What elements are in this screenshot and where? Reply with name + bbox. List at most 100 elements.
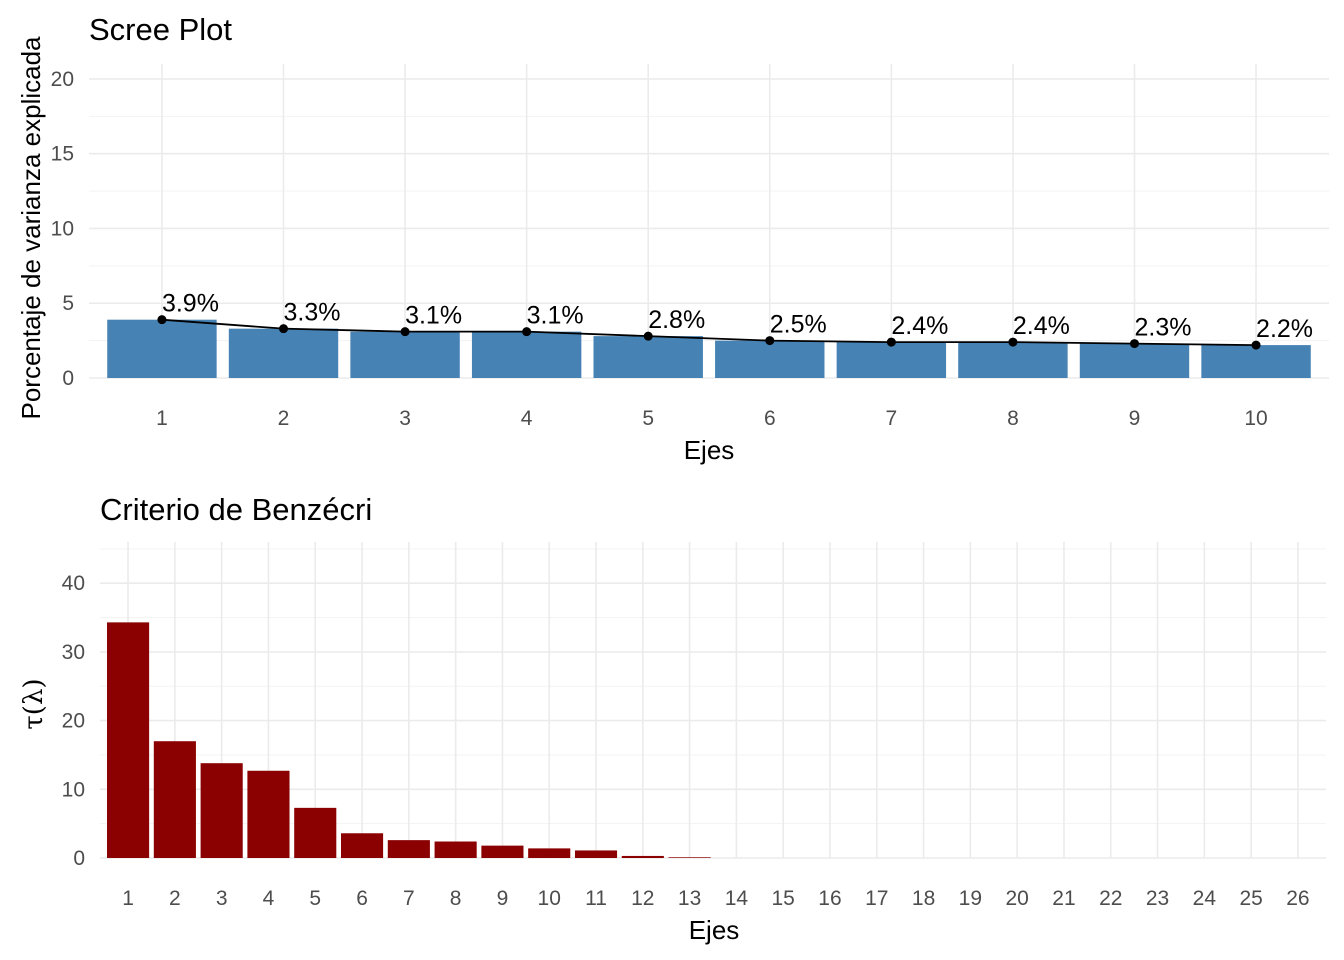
- benzecri-x-tick-label: 11: [585, 887, 607, 910]
- benzecri-x-tick-label: 14: [725, 887, 749, 910]
- scree-bars: [107, 319, 1311, 378]
- scree-plot-title: Scree Plot: [89, 12, 232, 47]
- benzecri-bar: [153, 741, 196, 858]
- scree-plot-y-axis-title: Porcentaje de varianza explicada: [16, 36, 46, 420]
- benzecri-gridlines: [100, 542, 1326, 859]
- benzecri-x-tick-label: 17: [865, 887, 888, 910]
- benzecri-bar: [528, 848, 571, 858]
- benzecri-x-tick-label: 20: [1005, 887, 1028, 910]
- benzecri-x-tick-label: 2: [169, 887, 181, 910]
- scree-y-tick-label: 20: [51, 68, 74, 91]
- benzecri-bar: [107, 622, 150, 858]
- scree-point: [1251, 340, 1261, 350]
- scree-x-tick-label: 10: [1244, 407, 1267, 430]
- benzecri-title: Criterio de Benzécri: [100, 492, 372, 527]
- scree-data-label: 2.3%: [1134, 314, 1191, 342]
- scree-point: [1129, 339, 1139, 349]
- scree-y-tick-label: 0: [62, 367, 74, 390]
- scree-y-tick-label: 15: [51, 143, 74, 166]
- benzecri-y-tick-label: 0: [73, 847, 85, 870]
- benzecri-y-tick-label: 30: [62, 641, 85, 664]
- scree-point: [886, 337, 896, 347]
- scree-point: [765, 336, 775, 346]
- scree-y-tick-label: 5: [62, 292, 74, 315]
- benzecri-x-tick-label: 10: [538, 887, 561, 910]
- benzecri-bar: [387, 840, 430, 858]
- scree-bar: [958, 342, 1068, 378]
- benzecri-bar: [200, 763, 243, 858]
- scree-x-tick-label: 2: [278, 407, 290, 430]
- benzecri-x-tick-label: 15: [772, 887, 795, 910]
- benzecri-x-tick-label: 12: [631, 887, 654, 910]
- scree-gridlines: [89, 64, 1329, 379]
- scree-data-label: 2.4%: [1013, 312, 1070, 340]
- benzecri-x-tick-label: 23: [1146, 887, 1169, 910]
- benzecri-bar: [621, 855, 664, 858]
- scree-data-label: 3.1%: [527, 302, 584, 330]
- scree-plot-panel: Scree Plot Ejes Porcentaje de varianza e…: [16, 12, 1329, 465]
- scree-data-label: 2.8%: [648, 306, 705, 334]
- scree-point: [279, 324, 289, 334]
- benzecri-x-tick-label: 7: [403, 887, 415, 910]
- scree-point: [157, 315, 167, 325]
- benzecri-x-tick-label: 3: [216, 887, 228, 910]
- benzecri-bar: [340, 833, 384, 858]
- benzecri-panel: Criterio de Benzécri Ejes τ(λ) 0 10 20 30 40…: [19, 492, 1326, 945]
- benzecri-x-tick-label: 16: [818, 887, 841, 910]
- benzecri-bar: [247, 770, 290, 858]
- benzecri-x-tick-label: 4: [263, 887, 275, 910]
- benzecri-y-tick-label: 10: [62, 778, 85, 801]
- benzecri-x-tick-label: 24: [1193, 887, 1217, 910]
- benzecri-x-tick-label: 25: [1239, 887, 1262, 910]
- benzecri-bar: [574, 850, 618, 858]
- benzecri-x-tick-label: 5: [309, 887, 321, 910]
- scree-trend-line: [161, 318, 1257, 347]
- benzecri-x-tick-label: 26: [1286, 887, 1309, 910]
- scree-bar: [1201, 345, 1311, 378]
- benzecri-bars: [107, 622, 711, 858]
- scree-bar: [350, 331, 460, 378]
- benzecri-bar: [294, 807, 337, 858]
- scree-x-tick-label: 1: [156, 407, 168, 430]
- scree-x-tick-label: 9: [1129, 407, 1141, 430]
- scree-point: [1008, 337, 1018, 347]
- scree-data-label: 3.1%: [405, 302, 462, 330]
- scree-point: [643, 331, 653, 341]
- scree-x-tick-label: 5: [642, 407, 654, 430]
- scree-bar: [715, 340, 825, 378]
- benzecri-y-axis-title: τ(λ): [19, 678, 49, 729]
- scree-x-tick-label: 7: [886, 407, 898, 430]
- scree-data-label: 2.4%: [891, 312, 948, 340]
- scree-y-tick-label: 10: [51, 217, 74, 240]
- benzecri-x-tick-label: 13: [678, 887, 701, 910]
- scree-bar: [836, 342, 947, 378]
- scree-data-label: 2.2%: [1256, 315, 1313, 343]
- scree-x-tick-label: 4: [521, 407, 533, 430]
- scree-bar: [1079, 343, 1190, 378]
- benzecri-x-tick-label: 6: [356, 887, 368, 910]
- scree-x-tick-label: 8: [1007, 407, 1019, 430]
- scree-data-label: 3.3%: [284, 299, 341, 327]
- benzecri-x-axis-title: Ejes: [689, 915, 740, 945]
- scree-plot-x-axis-title: Ejes: [684, 435, 735, 465]
- benzecri-bar: [481, 845, 524, 858]
- benzecri-y-tick-label: 20: [62, 710, 85, 733]
- benzecri-x-tick-label: 1: [122, 887, 134, 910]
- scree-data-label: 2.5%: [770, 311, 827, 339]
- scree-x-tick-label: 3: [399, 407, 411, 430]
- scree-bar: [228, 328, 339, 378]
- benzecri-x-tick-label: 9: [497, 887, 509, 910]
- scree-point: [400, 327, 410, 337]
- benzecri-x-tick-label: 22: [1099, 887, 1122, 910]
- benzecri-x-tick-label: 21: [1052, 887, 1075, 910]
- scree-x-tick-label: 6: [764, 407, 776, 430]
- scree-bar: [593, 336, 703, 378]
- benzecri-x-tick-label: 19: [959, 887, 982, 910]
- benzecri-x-tick-label: 18: [912, 887, 935, 910]
- benzecri-y-tick-label: 40: [62, 572, 85, 595]
- scree-point: [522, 327, 532, 337]
- scree-bar: [107, 319, 217, 378]
- benzecri-x-tick-label: 8: [450, 887, 462, 910]
